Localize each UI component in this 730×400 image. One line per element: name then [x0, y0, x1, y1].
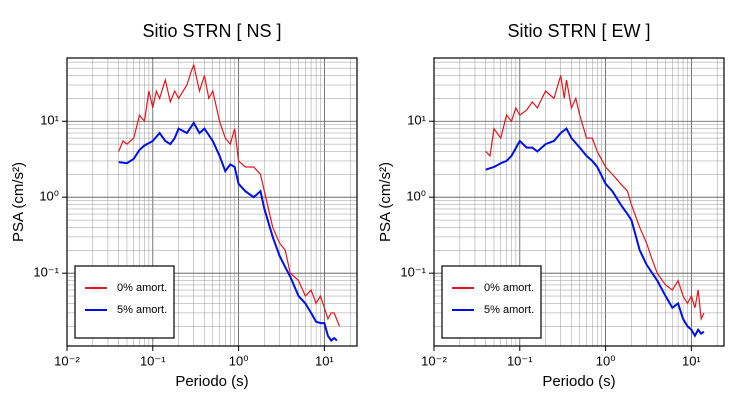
x-tick-label: 10⁻¹ — [140, 353, 166, 368]
legend: 0% amort. 5% amort. — [441, 265, 542, 339]
x-tick-label: 10¹ — [315, 353, 334, 368]
series-line — [118, 62, 341, 327]
y-tick-label: 10¹ — [40, 113, 59, 128]
series-line — [118, 121, 338, 342]
chart-title: Sitio STRN [ NS ] — [142, 21, 281, 41]
chart-title: Sitio STRN [ EW ] — [507, 21, 650, 41]
y-tick-label: 10⁰ — [39, 189, 59, 204]
legend-label: 5% amort. — [484, 304, 534, 316]
x-axis-label: Periodo (s) — [175, 373, 248, 390]
legend-label: 0% amort. — [117, 282, 167, 294]
x-tick-label: 10⁻¹ — [507, 353, 533, 368]
y-tick-label: 10⁻¹ — [33, 265, 59, 280]
legend: 0% amort. 5% amort. — [74, 265, 175, 339]
panel: 10⁻² 10⁻¹ 10⁰ 10¹ 10⁻¹ 10⁰ 10¹ Sitio STRN [ EW … — [377, 21, 725, 390]
legend-label: 5% amort. — [117, 304, 167, 316]
x-tick-label: 10⁰ — [596, 353, 616, 368]
series-line — [485, 127, 705, 338]
y-tick-label: 10⁻¹ — [400, 265, 426, 280]
x-tick-label: 10⁰ — [229, 353, 249, 368]
series-line — [485, 75, 705, 322]
plot-frame — [66, 57, 358, 347]
x-axis-label: Periodo (s) — [542, 373, 615, 390]
panel: 10⁻² 10⁻¹ 10⁰ 10¹ 10⁻¹ 10⁰ 10¹ Sitio STRN [ NS … — [10, 21, 358, 390]
y-tick-label: 10⁰ — [406, 189, 426, 204]
x-tick-label: 10⁻² — [421, 353, 447, 368]
legend-box — [74, 265, 175, 339]
legend-label: 0% amort. — [484, 282, 534, 294]
x-tick-label: 10¹ — [682, 353, 701, 368]
plot-frame — [433, 57, 725, 347]
x-tick-label: 10⁻² — [54, 353, 80, 368]
legend-box — [441, 265, 542, 339]
y-axis-label: PSA (cm/s²) — [10, 162, 27, 242]
y-axis-label: PSA (cm/s²) — [377, 162, 394, 242]
y-tick-label: 10¹ — [407, 113, 426, 128]
